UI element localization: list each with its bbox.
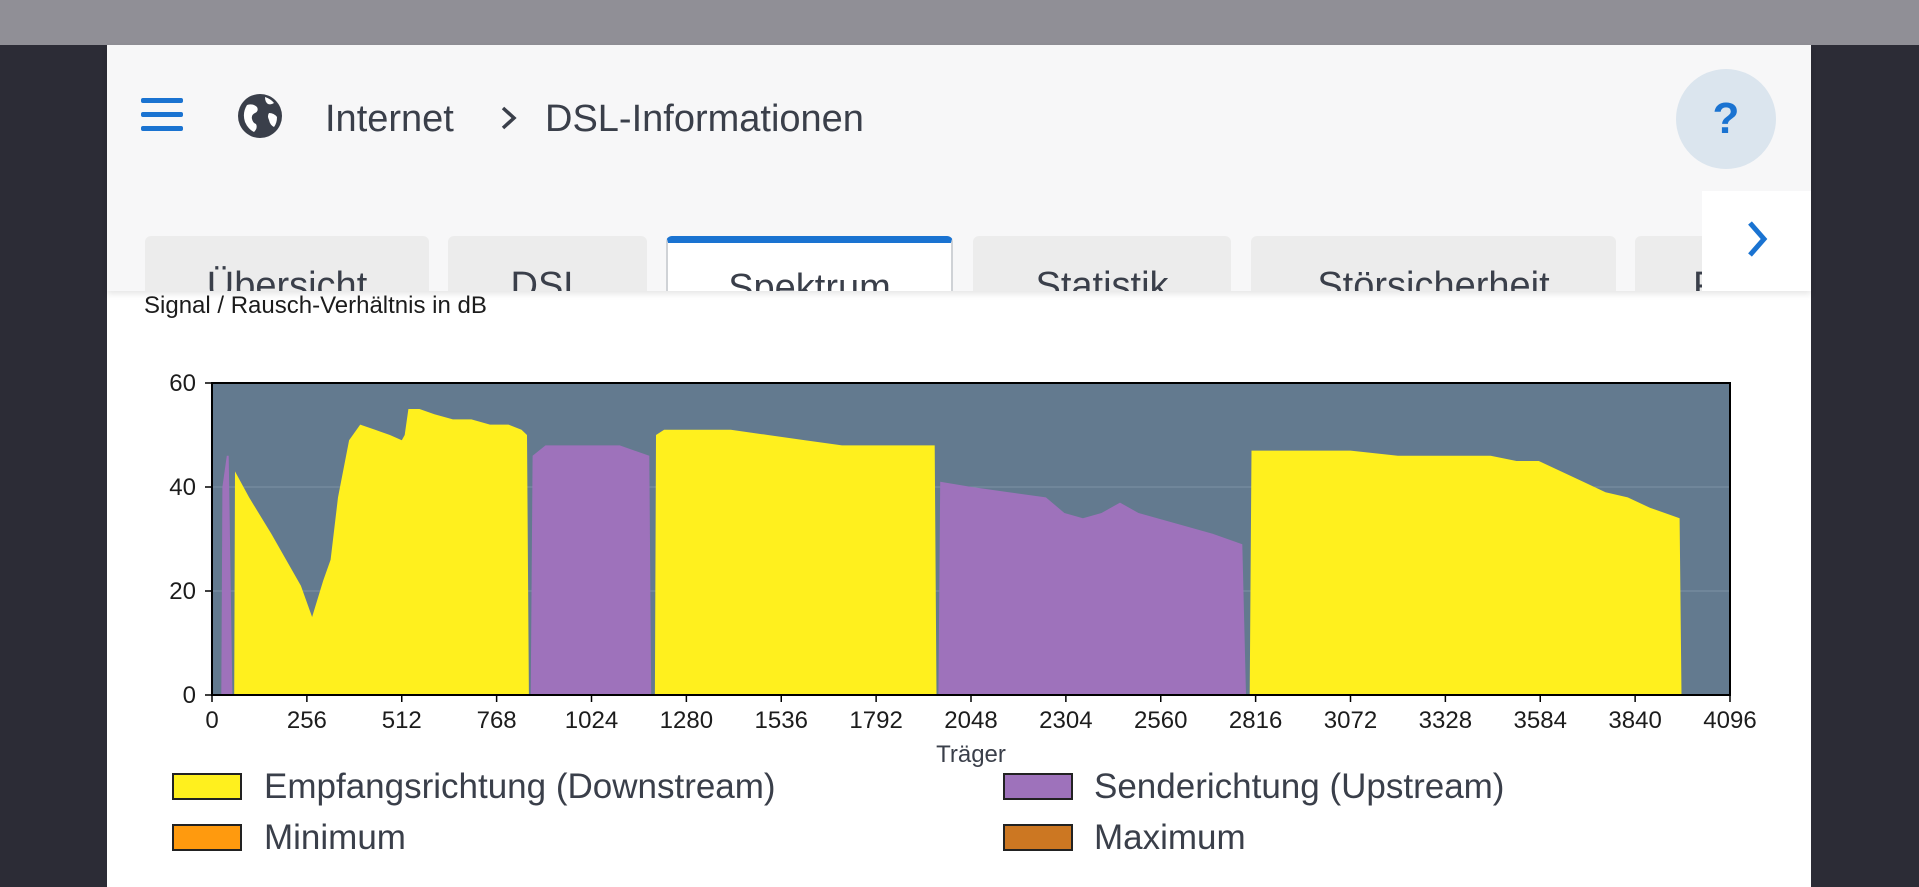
x-tick-label: 1792 bbox=[849, 707, 902, 734]
legend-downstream: Empfangsrichtung (Downstream) bbox=[264, 767, 776, 806]
x-tick-label: 768 bbox=[477, 707, 517, 734]
tab-dsl[interactable]: DSL bbox=[448, 236, 647, 291]
legend-upstream: Senderichtung (Upstream) bbox=[1094, 767, 1505, 806]
x-tick-label: 0 bbox=[205, 707, 218, 734]
x-tick-label: 3328 bbox=[1419, 707, 1472, 734]
x-tick-label: 256 bbox=[287, 707, 327, 734]
x-axis-label: Träger bbox=[936, 741, 1006, 768]
legend-swatch-downstream bbox=[172, 773, 242, 800]
header: Internet DSL-Informationen ? Übersicht D… bbox=[107, 45, 1811, 291]
series-0-area-1 bbox=[530, 445, 652, 695]
x-tick-label: 2048 bbox=[944, 707, 997, 734]
legend-swatch-minimum bbox=[172, 824, 242, 851]
x-tick-label: 3840 bbox=[1608, 707, 1661, 734]
snr-chart: 0 256 512 768 1024 1280 1536 1792 2048 2304 2560 28… bbox=[169, 370, 1756, 768]
tab-bar: Übersicht DSL Spektrum Statistik Störsic… bbox=[107, 191, 1702, 291]
main-panel: Internet DSL-Informationen ? Übersicht D… bbox=[107, 45, 1811, 887]
help-button[interactable]: ? bbox=[1676, 69, 1776, 169]
y-tick-label: 60 bbox=[169, 370, 196, 397]
tab-uebersicht[interactable]: Übersicht bbox=[145, 236, 429, 291]
chevron-right-icon bbox=[1748, 221, 1768, 257]
tab-spektrum[interactable]: Spektrum bbox=[666, 236, 953, 291]
x-tick-label: 3584 bbox=[1514, 707, 1567, 734]
tab-fe[interactable]: Fe… bbox=[1635, 236, 1702, 291]
x-tick-label: 3072 bbox=[1324, 707, 1377, 734]
x-tick-label: 2560 bbox=[1134, 707, 1187, 734]
x-tick-label: 2816 bbox=[1229, 707, 1282, 734]
x-tick-label: 2304 bbox=[1039, 707, 1092, 734]
series-1-area-1 bbox=[654, 429, 937, 695]
x-tick-label: 1536 bbox=[755, 707, 808, 734]
series-0-area-2 bbox=[938, 481, 1246, 695]
legend-maximum: Maximum bbox=[1094, 818, 1246, 857]
chevron-right-icon bbox=[501, 106, 517, 130]
y-tick-label: 40 bbox=[169, 474, 196, 501]
series-0-area-0 bbox=[221, 455, 233, 695]
series-1-area-0 bbox=[234, 409, 529, 695]
x-tick-label: 1280 bbox=[660, 707, 713, 734]
top-strip bbox=[0, 0, 1919, 45]
series-1-area-2 bbox=[1249, 450, 1682, 695]
menu-icon[interactable] bbox=[141, 98, 183, 132]
breadcrumb-internet[interactable]: Internet bbox=[325, 98, 454, 140]
chart-title: Signal / Rausch-Verhältnis in dB bbox=[144, 292, 487, 319]
legend-swatch-maximum bbox=[1003, 824, 1073, 851]
breadcrumb-dsl-informationen: DSL-Informationen bbox=[545, 98, 864, 140]
y-tick-label: 20 bbox=[169, 578, 196, 605]
tabs-next-button[interactable] bbox=[1702, 191, 1811, 291]
legend-swatch-upstream bbox=[1003, 773, 1073, 800]
x-tick-label: 4096 bbox=[1703, 707, 1756, 734]
x-tick-label: 1024 bbox=[565, 707, 618, 734]
globe-icon bbox=[238, 94, 282, 138]
y-tick-label: 0 bbox=[183, 682, 196, 709]
legend-minimum: Minimum bbox=[264, 818, 406, 857]
tab-statistik[interactable]: Statistik bbox=[973, 236, 1231, 291]
x-tick-label: 512 bbox=[382, 707, 422, 734]
tab-stoersicherheit[interactable]: Störsicherheit bbox=[1251, 236, 1616, 291]
